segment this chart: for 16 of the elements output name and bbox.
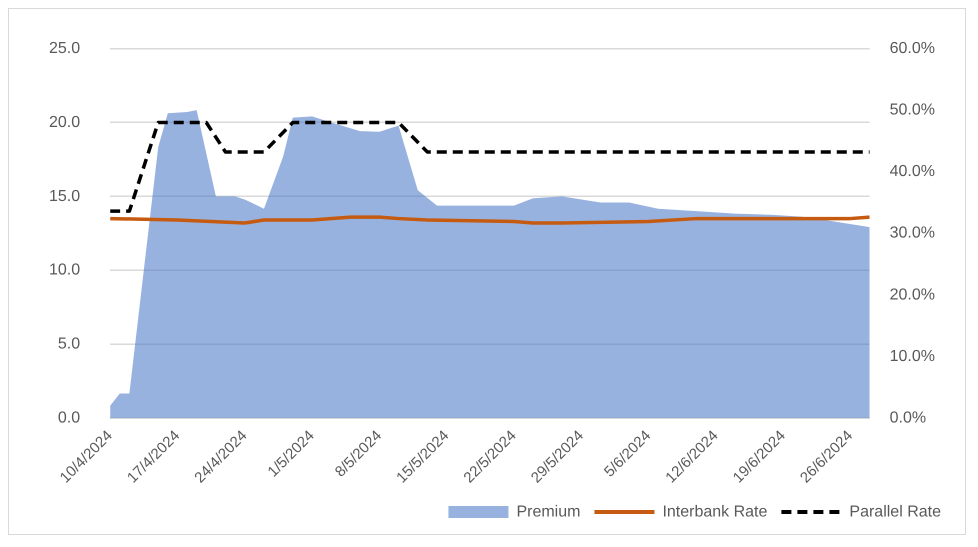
y2-tick-label: 10.0% [890,348,936,365]
y2-tick-label: 0.0% [890,409,926,426]
legend-label: Interbank Rate [662,503,768,520]
y-tick-label: 25.0 [49,40,80,58]
y2-tick-label: 20.0% [890,286,936,304]
y2-tick-label: 60.0% [890,40,936,58]
legend-label: Premium [516,503,580,520]
legend-label: Parallel Rate [849,503,942,520]
y-tick-label: 20.0 [49,114,80,131]
y2-tick-label: 50.0% [890,102,936,119]
y2-tick-label: 30.0% [890,224,936,242]
y-tick-label: 5.0 [58,336,80,353]
y-tick-label: 10.0 [49,262,80,279]
y-tick-label: 15.0 [49,188,80,205]
y2-tick-label: 40.0% [890,163,936,180]
y-tick-label: 0.0 [58,409,80,426]
